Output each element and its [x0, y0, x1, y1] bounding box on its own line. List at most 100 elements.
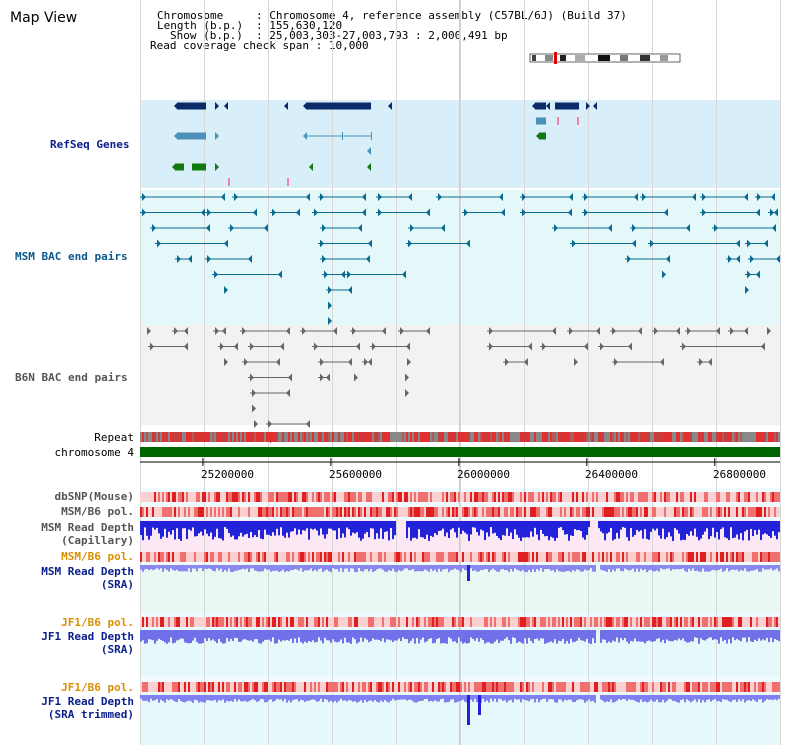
- jf1-b6-pol-bin: [370, 617, 372, 627]
- jf1-b6-pol-bin: [314, 617, 316, 627]
- dbsnp-bin: [256, 492, 258, 502]
- msm-depth-sra-bin: [192, 565, 194, 569]
- jf1-b6-pol-bin: [348, 617, 350, 627]
- msm-bac-end: [358, 224, 362, 232]
- jf1-b6-pol2-bin: [552, 682, 554, 692]
- msm-b6-pol2-bin: [622, 552, 624, 562]
- jf1-b6-pol-bin: [418, 617, 420, 627]
- msm-depth-sra-bin: [680, 565, 682, 570]
- msm-depth-sra-bin: [252, 565, 254, 569]
- msm-b6-pol-bin: [690, 507, 692, 517]
- msm-b6-pol-bin: [168, 507, 170, 517]
- jf1-depth-sra-bin: [496, 630, 498, 640]
- msm-depth-cap-bin: [732, 521, 734, 539]
- jf1-depth-trim-bin: [680, 695, 682, 700]
- msm-depth-sra-bin: [358, 565, 360, 569]
- jf1-depth-trim-bin: [204, 695, 206, 703]
- dbsnp-bin: [224, 492, 226, 502]
- msm-depth-sra-bin: [342, 565, 344, 573]
- dbsnp-bin: [718, 492, 720, 502]
- jf1-depth-sra-bin: [400, 630, 402, 642]
- jf1-depth-sra-bin: [248, 630, 250, 641]
- jf1-b6-pol2-bin: [744, 682, 746, 692]
- dbsnp-bin: [474, 492, 476, 502]
- jf1-depth-sra-bin: [184, 630, 186, 643]
- b6n-bac-end: [320, 358, 324, 366]
- jf1-b6-pol2-bin: [382, 682, 384, 692]
- msm-depth-cap-bin: [168, 521, 170, 532]
- msm-b6-pol-bin: [188, 507, 190, 517]
- jf1-b6-pol2-bin: [276, 682, 278, 692]
- msm-b6-pol2-bin: [764, 552, 766, 562]
- dbsnp-bin: [736, 492, 738, 502]
- jf1-b6-pol2-bin: [522, 682, 524, 692]
- gene-arrow: [303, 102, 307, 110]
- jf1-b6-pol-bin: [506, 617, 508, 627]
- msm-depth-sra-bin: [546, 565, 548, 570]
- dbsnp-bin: [400, 492, 402, 502]
- dbsnp-bin: [436, 492, 438, 502]
- jf1-b6-pol-bin: [320, 617, 322, 627]
- msm-bac-end: [278, 270, 282, 279]
- msm-b6-pol2-bin: [460, 552, 462, 562]
- jf1-depth-trim-bin: [330, 695, 332, 701]
- msm-bac-end: [408, 193, 412, 201]
- dbsnp-bin: [428, 492, 430, 502]
- repeat-segment: [662, 432, 664, 442]
- repeat-segment: [682, 432, 684, 442]
- repeat-segment: [310, 432, 312, 442]
- msm-b6-pol2-bin: [734, 552, 736, 562]
- msm-b6-pol2-bin: [374, 552, 376, 562]
- repeat-segment: [548, 432, 550, 442]
- repeat-segment: [430, 432, 432, 442]
- jf1-b6-pol2-bin: [492, 682, 494, 692]
- msm-b6-pol-bin: [368, 507, 370, 517]
- jf1-b6-pol-bin: [740, 617, 742, 627]
- jf1-b6-pol-bin: [770, 617, 772, 627]
- jf1-depth-sra-bin: [726, 630, 728, 644]
- jf1-depth-trim-bin: [462, 695, 464, 700]
- gene-arrow: [367, 147, 371, 155]
- jf1-b6-pol2-bin: [508, 682, 510, 692]
- jf1-depth-sra-bin: [202, 630, 204, 643]
- msm-depth-sra-bin: [300, 565, 302, 569]
- msm-b6-pol2-bin: [360, 552, 362, 562]
- repeat-segment: [620, 432, 622, 442]
- jf1-b6-pol2-bin: [316, 682, 318, 692]
- jf1-b6-pol-bin: [450, 617, 452, 627]
- msm-depth-sra-bin: [670, 565, 672, 571]
- msm-depth-cap-bin: [332, 521, 334, 531]
- msm-b6-pol-bin: [726, 507, 728, 517]
- msm-depth-sra-bin: [354, 565, 356, 573]
- msm-depth-sra-bin: [334, 565, 336, 570]
- msm-depth-cap-bin: [466, 521, 468, 535]
- msm-b6-pol-bin: [738, 507, 740, 517]
- msm-b6-pol-bin: [620, 507, 622, 517]
- jf1-b6-pol-bin: [426, 617, 428, 627]
- msm-b6-pol-bin: [304, 507, 306, 517]
- jf1-b6-pol-bin: [212, 617, 214, 627]
- msm-depth-sra-bin: [580, 565, 582, 572]
- jf1-depth-sra-bin: [172, 630, 174, 644]
- jf1-depth-sra-bin: [586, 630, 588, 639]
- repeat-segment: [340, 432, 342, 442]
- dbsnp-bin: [756, 492, 758, 502]
- msm-depth-cap-bin: [774, 521, 776, 536]
- jf1-b6-pol-bin: [416, 617, 418, 627]
- jf1-depth-trim-bin: [378, 695, 380, 703]
- repeat-segment: [384, 432, 386, 442]
- b6n-bac-end: [426, 327, 430, 335]
- jf1-b6-pol-bin: [326, 617, 328, 627]
- repeat-segment: [756, 432, 758, 442]
- dbsnp-bin: [384, 492, 386, 502]
- dbsnp-bin: [730, 492, 732, 502]
- b6n-bac-end: [222, 327, 226, 335]
- repeat-segment: [378, 432, 380, 442]
- jf1-depth-trim-bin: [314, 695, 316, 701]
- jf1-depth-sra-bin: [218, 630, 220, 639]
- jf1-b6-pol2-bin: [318, 682, 320, 692]
- msm-b6-pol2-bin: [724, 552, 726, 562]
- msm-depth-sra-bin: [494, 565, 496, 571]
- msm-depth-sra-bin: [370, 565, 372, 569]
